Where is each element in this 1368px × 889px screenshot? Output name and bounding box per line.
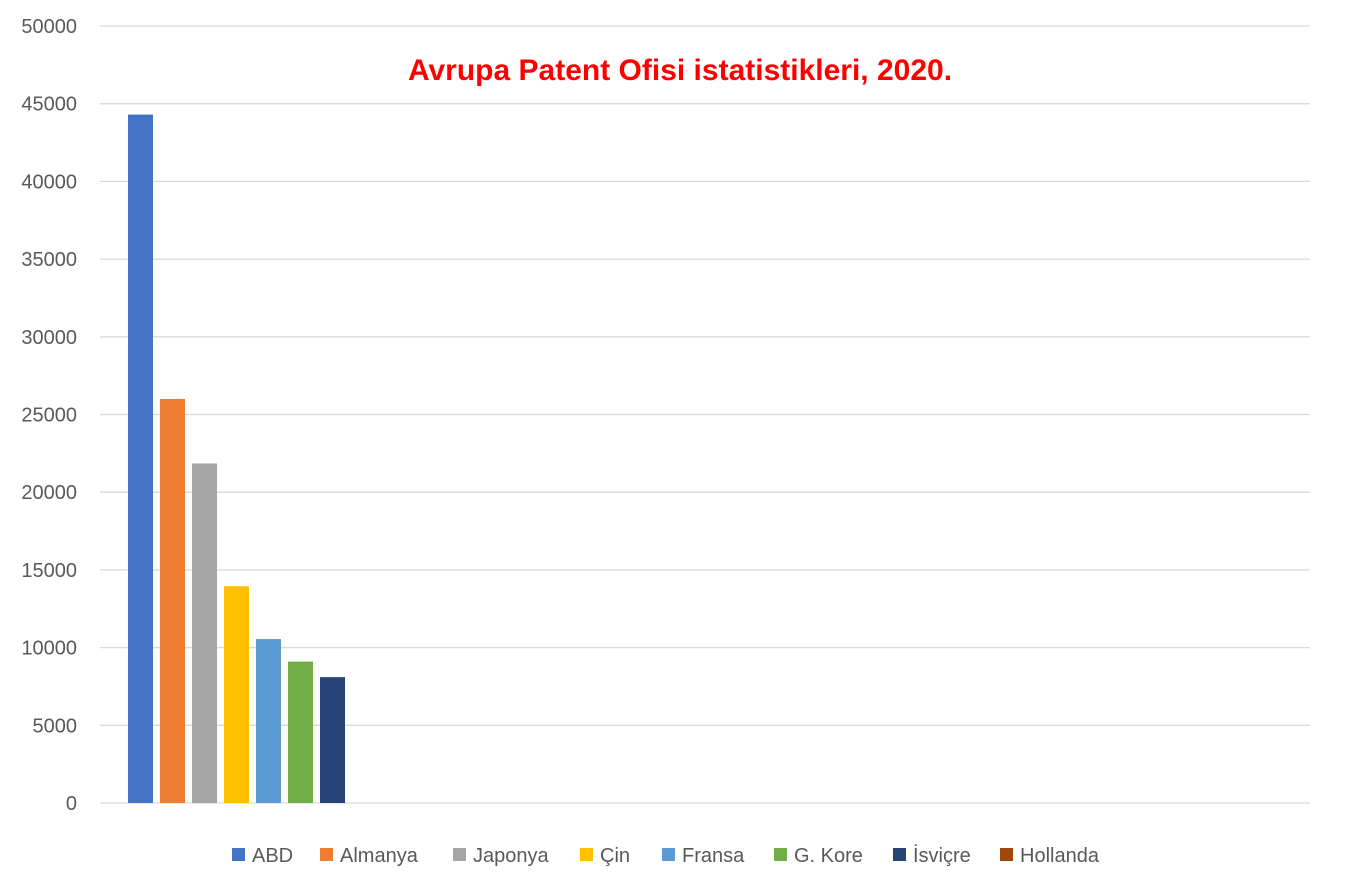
legend-item: Japonya bbox=[453, 845, 549, 867]
legend-swatch bbox=[453, 848, 466, 861]
legend-label: Almanya bbox=[340, 845, 419, 867]
legend-item: Fransa bbox=[662, 845, 745, 867]
legend-label: ABD bbox=[252, 845, 293, 867]
y-tick-label: 15000 bbox=[21, 560, 77, 582]
bar-1 bbox=[128, 114, 153, 803]
legend-item: G. Kore bbox=[774, 845, 863, 867]
legend-label: İsviçre bbox=[913, 844, 971, 867]
legend-label: Japonya bbox=[473, 845, 549, 867]
y-tick-label: 30000 bbox=[21, 327, 77, 349]
y-tick-label: 5000 bbox=[33, 715, 78, 737]
legend-swatch bbox=[893, 848, 906, 861]
bars bbox=[128, 114, 345, 803]
y-tick-label: 25000 bbox=[21, 405, 77, 427]
bar-5 bbox=[256, 639, 281, 803]
y-axis-tick-labels: 0 5000 10000 15000 20000 25000 30000 35000 40000… bbox=[21, 16, 77, 815]
legend-swatch bbox=[580, 848, 593, 861]
y-tick-label: 20000 bbox=[21, 482, 77, 504]
legend-label: Çin bbox=[600, 845, 630, 867]
y-tick-label: 0 bbox=[66, 793, 77, 815]
gridlines bbox=[100, 25, 1310, 804]
y-tick-label: 40000 bbox=[21, 171, 77, 193]
bar-2 bbox=[160, 398, 185, 803]
legend-item: Almanya bbox=[320, 845, 419, 867]
bar-6 bbox=[288, 661, 313, 803]
chart-title: Avrupa Patent Ofisi istatistikleri, 2020… bbox=[408, 54, 952, 87]
legend-label: Hollanda bbox=[1020, 845, 1100, 867]
y-tick-label: 10000 bbox=[21, 638, 77, 660]
legend-item: İsviçre bbox=[893, 844, 971, 867]
legend-item: Hollanda bbox=[1000, 845, 1100, 867]
legend-swatch bbox=[1000, 848, 1013, 861]
legend-swatch bbox=[232, 848, 245, 861]
legend-label: G. Kore bbox=[794, 845, 863, 867]
legend-swatch bbox=[662, 848, 675, 861]
legend-item: Çin bbox=[580, 845, 630, 867]
legend-swatch bbox=[774, 848, 787, 861]
bar-7 bbox=[320, 677, 345, 803]
bar-4 bbox=[224, 586, 249, 803]
legend-item: ABD bbox=[232, 845, 293, 867]
legend-swatch bbox=[320, 848, 333, 861]
legend-label: Fransa bbox=[682, 845, 745, 867]
y-tick-label: 50000 bbox=[21, 16, 77, 38]
y-tick-label: 35000 bbox=[21, 249, 77, 271]
bar-3 bbox=[192, 463, 217, 803]
legend: ABD Almanya Japonya Çin Fransa G. Kore İsviçre… bbox=[232, 844, 1100, 867]
y-tick-label: 45000 bbox=[21, 94, 77, 116]
